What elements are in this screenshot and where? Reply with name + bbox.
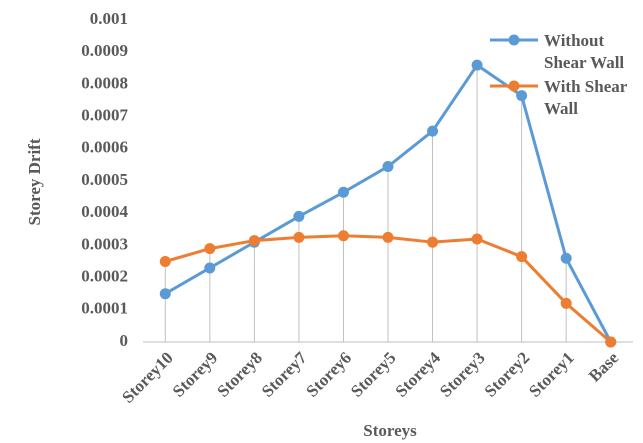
data-point [516,90,528,102]
data-point [248,235,260,247]
data-point [382,161,394,173]
legend-label: With Shear Wall [544,77,627,118]
legend: Without Shear Wall With Shear Wall [488,30,638,122]
x-tick-label: Storey2 [481,348,534,401]
x-tick-label: Storey10 [118,348,177,407]
data-point [204,243,216,255]
y-tick-label: 0.0009 [81,41,128,60]
data-point [159,256,171,267]
x-tick-label: Storey9 [169,348,222,401]
y-axis-title: Storey Drift [25,138,44,225]
data-point [337,230,349,242]
x-tick-label: Storey8 [213,348,266,401]
data-point [293,231,305,243]
y-tick-label: 0.0005 [81,170,128,189]
y-tick-label: 0.0001 [81,299,128,318]
legend-label: Without Shear Wall [544,31,625,72]
y-tick-label: 0.001 [90,9,128,28]
y-tick-label: 0.0002 [81,267,128,286]
data-point [427,236,439,248]
x-tick-label: Storey3 [436,348,489,401]
data-point [560,297,572,309]
data-point [382,231,394,243]
legend-item: With Shear Wall [488,76,628,120]
data-point [560,252,572,264]
x-tick-label: Base [585,348,623,386]
x-tick-label: Storey4 [392,348,445,401]
x-axis-title: Storeys [363,421,417,440]
y-tick-label: 0.0003 [81,234,128,253]
legend-marker [508,80,520,92]
x-tick-label: Storey6 [302,348,355,401]
data-point [204,262,216,274]
legend-marker [508,34,520,46]
x-tick-label: Storey1 [525,348,578,401]
x-tick-label: Storey7 [258,348,311,401]
data-point [471,233,483,245]
legend-swatch [490,34,538,46]
legend-item: Without Shear Wall [488,30,628,74]
y-tick-label: 0 [120,331,129,350]
x-tick-label: Storey5 [347,348,400,401]
y-tick-label: 0.0006 [81,138,128,157]
data-point [337,186,349,198]
y-tick-label: 0.0008 [81,73,128,92]
y-tick-label: 0.0007 [81,106,128,125]
data-point [427,125,439,137]
data-point [159,288,171,300]
data-point [471,59,483,71]
legend-swatch [490,80,538,92]
data-point [293,210,305,222]
data-point [605,336,617,348]
y-tick-label: 0.0004 [81,202,128,221]
data-point [516,251,528,263]
